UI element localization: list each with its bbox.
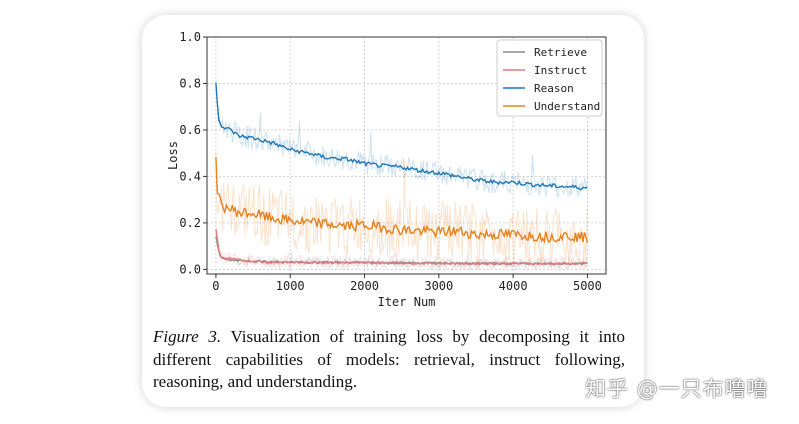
y-tick-label: 1.0 (179, 30, 201, 44)
legend-box (496, 39, 603, 117)
x-axis-label: Iter Num (378, 295, 436, 309)
plot-frame (206, 36, 607, 275)
x-tick-label: 4000 (499, 279, 528, 293)
series-line-reason (215, 82, 588, 191)
figure-label: Figure 3. (153, 327, 222, 346)
y-tick-label: 0.6 (179, 123, 201, 137)
y-tick-label: 0.0 (179, 262, 201, 276)
noise-band-understand (215, 152, 588, 266)
x-tick-label: 2000 (350, 279, 379, 293)
caption-text: Visualization of training loss by decomp… (153, 327, 626, 391)
watermark: 知乎 @一只布噜噜 (585, 377, 769, 401)
legend-entry: Reason (534, 82, 574, 95)
series-lines (215, 82, 589, 266)
legend-entry: Instruct (534, 64, 587, 77)
x-tick-label: 1000 (276, 279, 305, 293)
series-line-instruct (215, 229, 588, 266)
series-line-understand (215, 157, 589, 245)
figure-caption: Figure 3. Visualization of training loss… (153, 326, 625, 394)
legend: Retrieve Instruct Reason Understand (496, 39, 603, 117)
legend-entry: Retrieve (534, 46, 587, 59)
x-tick-label: 5000 (573, 279, 602, 293)
x-tick-label: 3000 (424, 279, 453, 293)
y-tick-label: 0.2 (179, 216, 201, 230)
axis-ticks: 0 1000 2000 3000 4000 5000 0.0 0.2 0.4 0.6 0.8 1.0 (179, 30, 602, 293)
y-tick-label: 0.8 (179, 76, 201, 90)
y-axis-label: Loss (166, 141, 180, 170)
legend-entry: Understand (534, 100, 600, 113)
y-tick-label: 0.4 (179, 169, 201, 183)
x-tick-label: 0 (212, 279, 219, 293)
